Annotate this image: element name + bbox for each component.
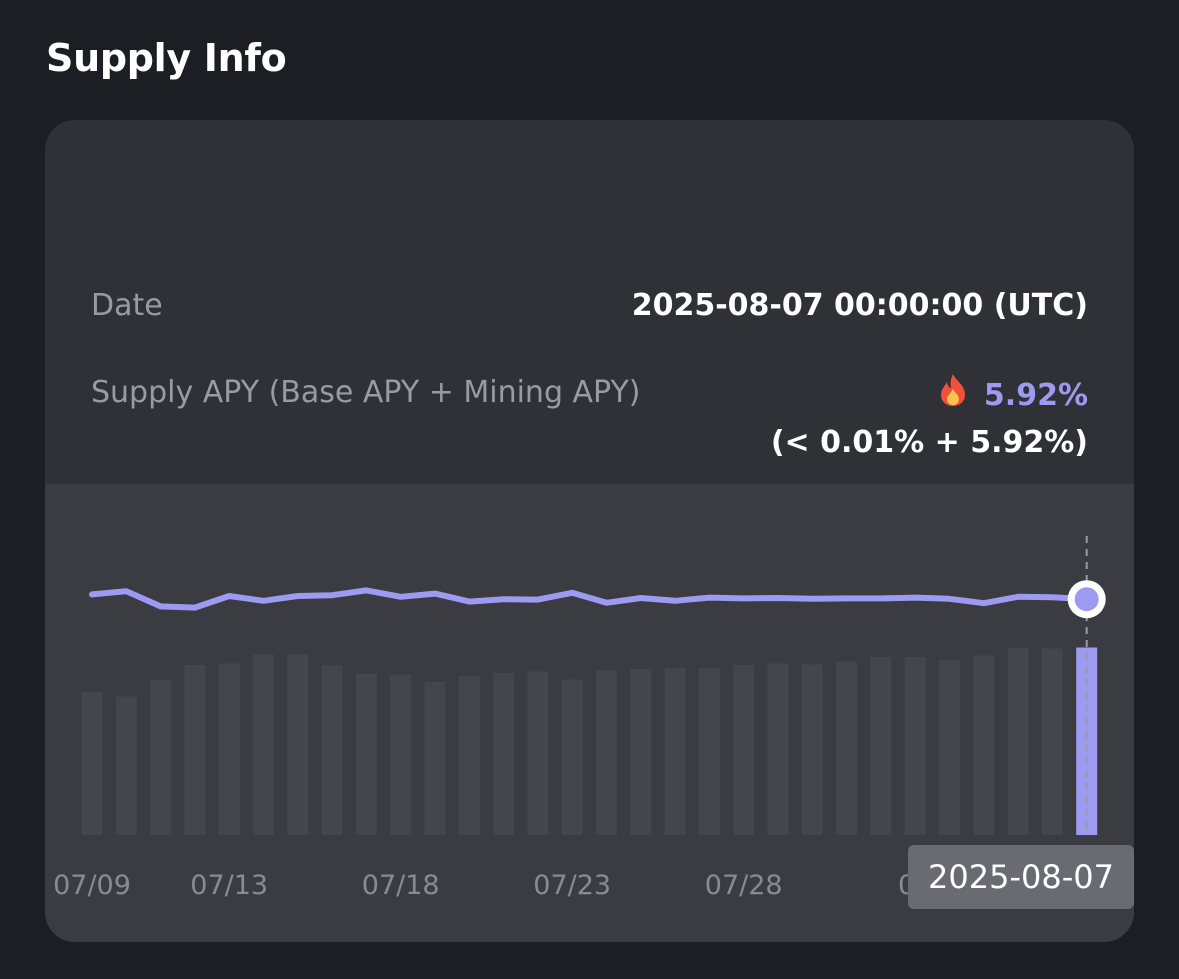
- page-title: Supply Info: [46, 36, 287, 80]
- apy-value: 5.92%: [983, 378, 1088, 413]
- supply-label: Total Supply: [91, 513, 273, 548]
- supply-value: 304.27M: [942, 513, 1088, 548]
- apy-label: Supply APY (Base APY + Mining APY): [91, 375, 641, 410]
- date-label: Date: [91, 288, 163, 323]
- fire-icon: [938, 373, 968, 415]
- date-value: 2025-08-07 00:00:00 (UTC): [631, 288, 1088, 323]
- apy-breakdown: (< 0.01% + 5.92%): [770, 425, 1088, 460]
- apy-value-row: 5.92%: [938, 373, 1088, 415]
- supply-info-card: Date 2025-08-07 00:00:00 (UTC) Supply AP…: [45, 120, 1134, 942]
- info-panel: Date 2025-08-07 00:00:00 (UTC) Supply AP…: [45, 120, 1134, 548]
